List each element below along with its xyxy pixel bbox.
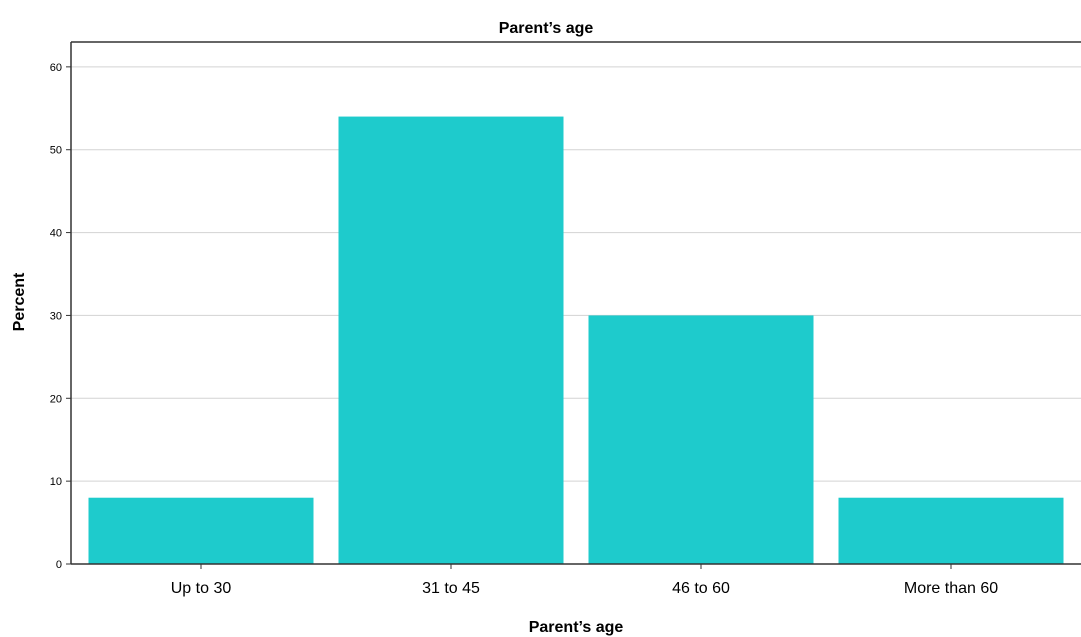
bar-more-than-60 [838,497,1064,564]
x-tick-label: 46 to 60 [672,580,730,597]
axes [70,41,1081,565]
x-axis-label: Parent’s age [529,619,624,636]
gridlines [71,66,1081,482]
chart-title: Parent’s age [499,20,594,37]
y-axis-label: Percent [11,272,28,331]
y-tick-label-40: 40 [50,228,62,240]
y-tick-label-50: 50 [50,145,62,157]
bars [88,116,1064,565]
bar-31-to-45 [338,116,564,565]
bar-up-to-30 [88,497,314,564]
x-tick-label: More than 60 [904,580,998,597]
y-tick-label-10: 10 [50,476,62,488]
x-tick-labels: Up to 30 31 to 45 46 to 60 More than 60 [171,564,998,597]
y-tick-label-0: 0 [56,559,62,571]
y-tick-label-20: 20 [50,393,62,405]
bar-46-to-60 [588,315,814,564]
x-tick-label: 31 to 45 [422,580,480,597]
x-tick-label: Up to 30 [171,580,232,597]
y-tick-label-30: 30 [50,310,62,322]
y-tick-label-60: 60 [50,62,62,74]
y-tick-labels: 0 10 20 30 40 50 60 [50,62,71,571]
